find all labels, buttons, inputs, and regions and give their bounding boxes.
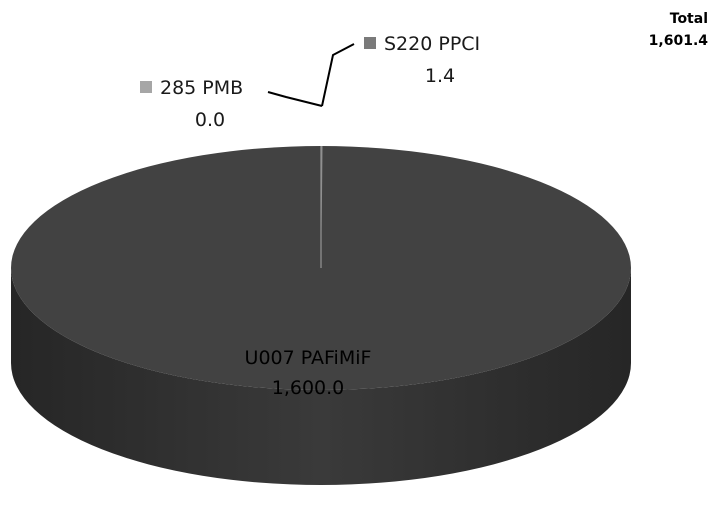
total-label: Total [669, 11, 708, 27]
slice-name-u007: U007 PAFiMiF [244, 347, 372, 369]
total-box: Total 1,601.4 [618, 8, 708, 52]
data-label-285: 285 PMB [140, 76, 243, 100]
pie-slice-u007-side [11, 268, 631, 485]
legend-swatch-285 [140, 81, 152, 93]
legend-swatch-s220 [364, 37, 376, 49]
slice-value-u007: 1,600.0 [271, 377, 345, 399]
leader-line-s220 [321, 43, 355, 107]
slice-name-285: 285 PMB [160, 77, 244, 99]
slice-value-s220: 1.4 [424, 65, 456, 87]
slice-value-285: 0.0 [194, 109, 226, 131]
leader-line-285 [267, 91, 323, 107]
total-value: 1,601.4 [648, 33, 708, 49]
slice-name-s220: S220 PPCI [384, 33, 481, 55]
data-label-s220: S220 PPCI [364, 32, 480, 56]
